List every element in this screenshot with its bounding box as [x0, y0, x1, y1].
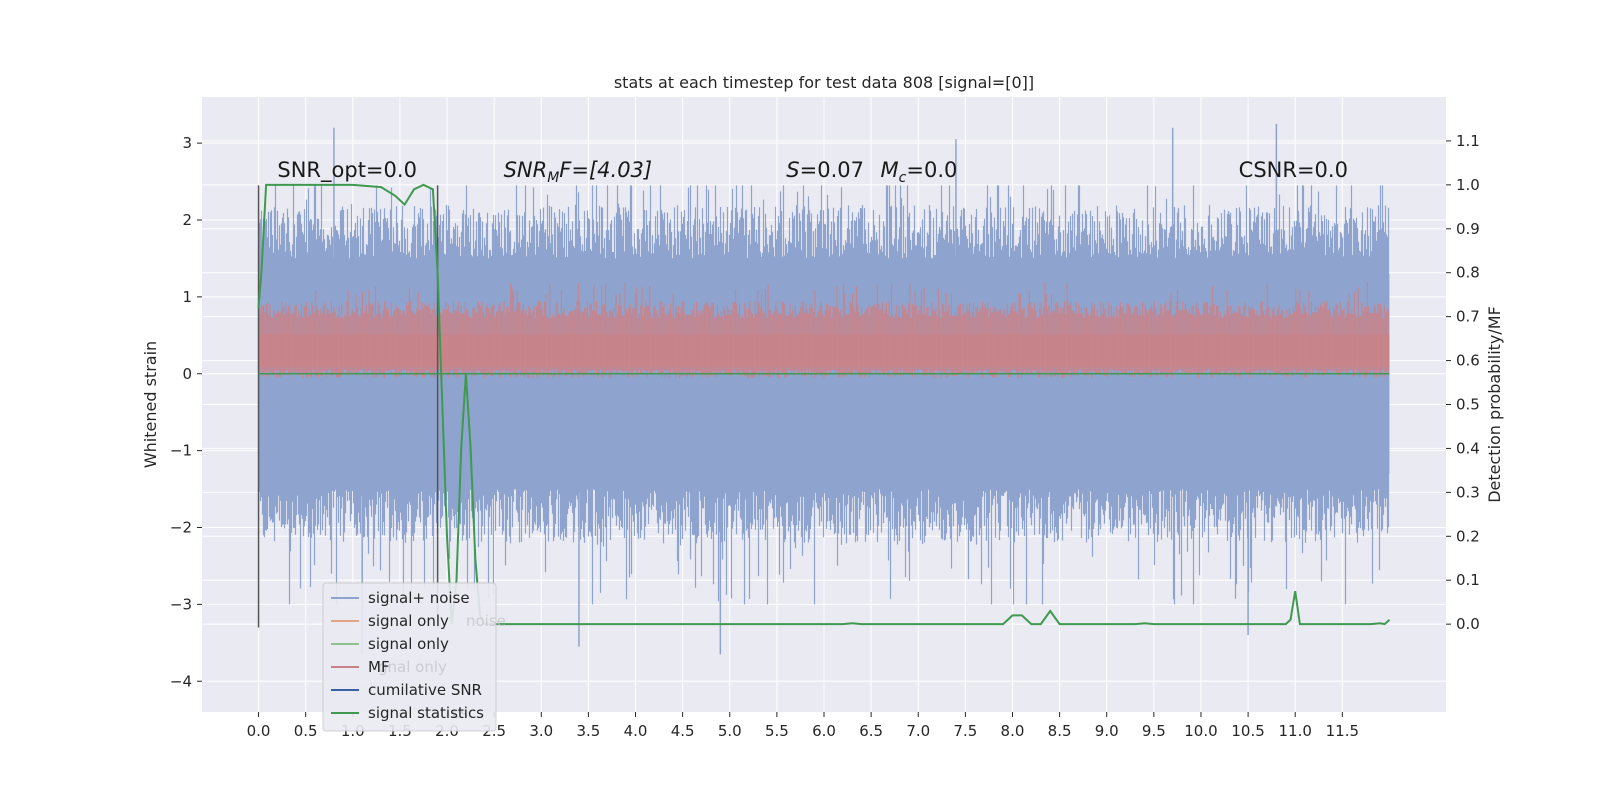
annotation-s-value: =0.07 — [800, 158, 864, 182]
x-tick-label: 9.0 — [1095, 722, 1119, 740]
x-tick-label: 0.5 — [294, 722, 318, 740]
y2-tick-label: 0.6 — [1456, 352, 1480, 370]
annotation-snr-mf-tail: F=[4.03] — [559, 158, 652, 182]
y2-tick-label: 0.4 — [1456, 439, 1480, 457]
x-tick-label: 10.5 — [1231, 722, 1264, 740]
legend-entry-label: signal statistics — [368, 704, 484, 722]
y2-tick-label: 0.0 — [1456, 615, 1480, 633]
x-tick-label: 6.0 — [812, 722, 836, 740]
y2-tick-label: 0.8 — [1456, 264, 1480, 282]
annotation-snr-opt: SNR_opt=0.0 — [277, 158, 417, 183]
y2-tick-label: 0.2 — [1456, 527, 1480, 545]
x-tick-label: 4.5 — [671, 722, 695, 740]
x-tick-label: 11.0 — [1279, 722, 1312, 740]
x-tick-label: 3.5 — [576, 722, 600, 740]
y-tick-label: −1 — [170, 442, 192, 460]
y-tick-label: 1 — [182, 288, 192, 306]
x-tick-label: 5.5 — [765, 722, 789, 740]
y2-tick-label: 0.7 — [1456, 308, 1480, 326]
x-tick-label: 4.0 — [624, 722, 648, 740]
legend-entry-label: signal only — [368, 635, 449, 653]
x-tick-label: 5.0 — [718, 722, 742, 740]
x-tick-label: 8.0 — [1001, 722, 1025, 740]
y-tick-label: 2 — [182, 211, 192, 229]
mf-series — [257, 281, 1390, 379]
x-tick-label: 9.5 — [1142, 722, 1166, 740]
y-tick-label: 3 — [182, 134, 192, 152]
annotation-s: S=0.07 — [786, 158, 864, 182]
annotation-s-label: S — [786, 158, 799, 182]
legend-entry-label: cumilative SNR — [368, 681, 482, 699]
legend-ghost-text: cs — [452, 704, 468, 722]
x-tick-label: 3.0 — [529, 722, 553, 740]
y2-tick-label: 0.3 — [1456, 483, 1480, 501]
legend-box — [322, 582, 497, 732]
legend-ghost-text: gnal only — [378, 658, 447, 676]
annotation-mc: Mc=0.0 — [881, 158, 958, 186]
y2-axis-label: Detection probability/MF — [1485, 306, 1504, 503]
x-tick-label: 0.0 — [247, 722, 271, 740]
y2-tick-label: 0.1 — [1456, 571, 1480, 589]
x-tick-label: 7.5 — [953, 722, 977, 740]
legend-entry-label: MF — [368, 658, 390, 676]
x-tick-label: 8.5 — [1048, 722, 1072, 740]
y2-tick-label: 1.0 — [1456, 176, 1480, 194]
x-tick-label: 10.0 — [1184, 722, 1217, 740]
y-tick-label: 0 — [182, 365, 192, 383]
x-tick-label: 7.0 — [906, 722, 930, 740]
y-tick-label: −3 — [170, 595, 192, 613]
chart-title: stats at each timestep for test data 808… — [614, 73, 1034, 92]
y2-tick-label: 0.9 — [1456, 220, 1480, 238]
y2-tick-label: 0.5 — [1456, 396, 1480, 414]
x-tick-label: 11.5 — [1326, 722, 1359, 740]
legend: noise gnal only cs signal+ noise signal only… — [322, 582, 506, 732]
legend-entry-label: signal+ noise — [368, 589, 470, 607]
y-tick-label: −4 — [170, 672, 192, 690]
y2-tick-label: 1.1 — [1456, 132, 1480, 150]
annotation-csnr: CSNR=0.0 — [1239, 158, 1348, 182]
annotation-mc-sub: c — [899, 170, 907, 186]
annotation-snr-mf-base: SNR — [504, 158, 548, 182]
legend-ghost-text: noise — [466, 612, 506, 630]
legend-entry-label: signal only — [368, 612, 449, 630]
x-tick-label: 6.5 — [859, 722, 883, 740]
y-axis-label: Whitened strain — [141, 341, 160, 468]
y-tick-label: −2 — [170, 519, 192, 537]
annotation-mc-value: =0.0 — [906, 158, 957, 182]
annotation-snr-mf: SNRMF=[4.03] — [504, 158, 653, 186]
annotation-snr-mf-sub: M — [547, 170, 559, 186]
annotation-mc-label: M — [881, 158, 899, 182]
annotations: SNR_opt=0.0 SNRMF=[4.03] S=0.07 Mc=0.0 C… — [277, 158, 1348, 186]
